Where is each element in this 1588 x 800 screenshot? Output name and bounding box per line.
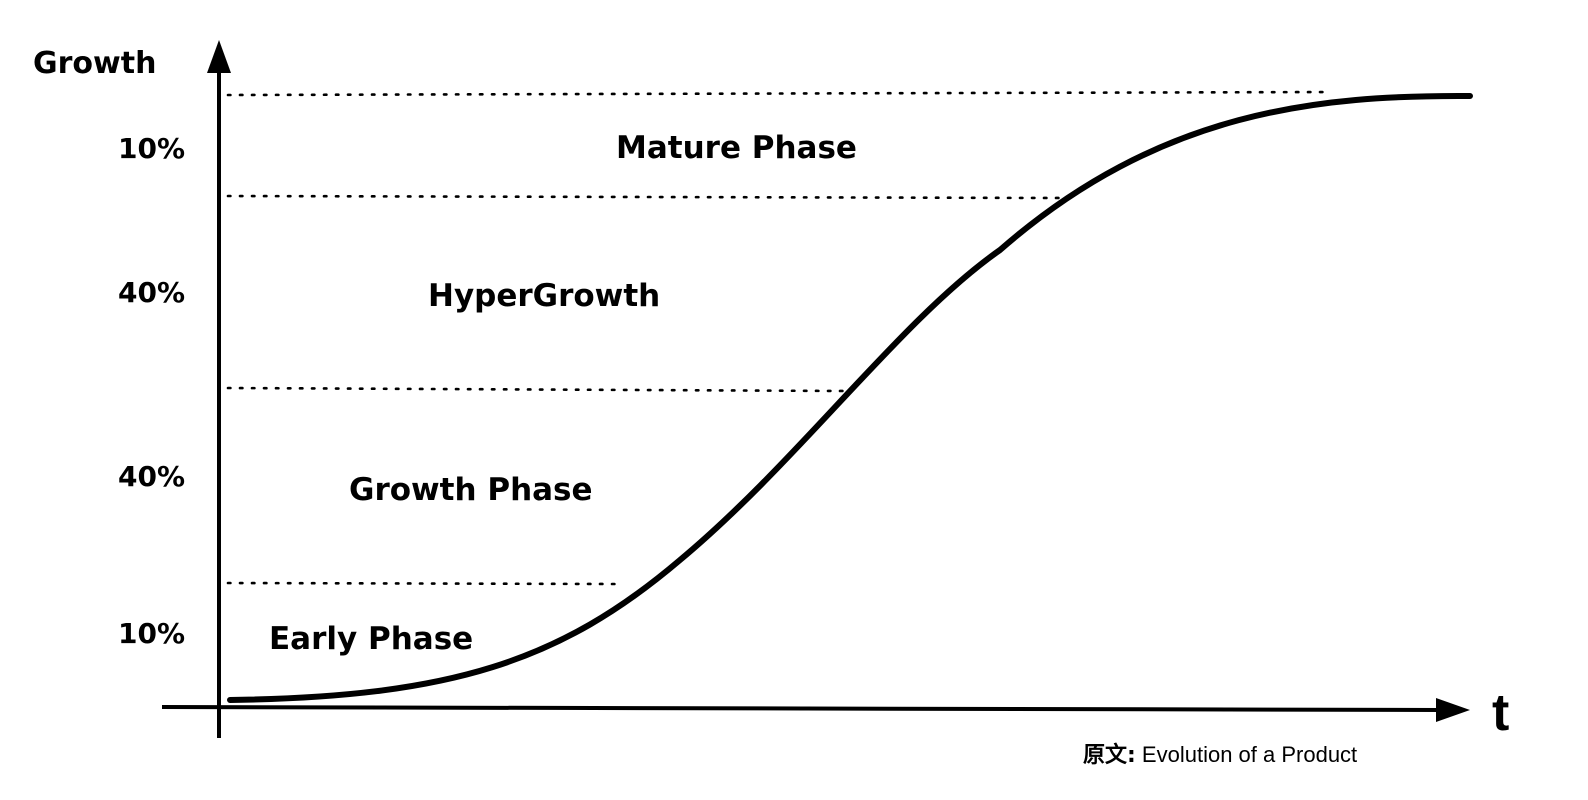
percent-label-early: 10% — [118, 617, 185, 650]
x-axis-label: t — [1492, 684, 1509, 742]
source-text: Evolution of a Product — [1136, 742, 1357, 767]
source-caption: 原文: Evolution of a Product — [1083, 742, 1357, 768]
y-axis-label: Growth — [33, 46, 156, 81]
boundary-line-growth-early — [226, 581, 617, 586]
percent-label-mature: 10% — [118, 132, 185, 165]
source-prefix: 原文: — [1083, 742, 1136, 768]
phase-label-hypergrowth: HyperGrowth — [428, 278, 660, 314]
percent-label-hypergrowth: 40% — [118, 276, 185, 309]
y-axis-arrowhead — [207, 40, 231, 73]
x-axis — [161, 705, 1441, 712]
phase-label-early: Early Phase — [269, 621, 473, 657]
x-axis-arrowhead — [1436, 698, 1470, 722]
percent-label-growth: 40% — [118, 460, 185, 493]
phase-label-growth: Growth Phase — [349, 472, 593, 508]
phase-label-mature: Mature Phase — [616, 130, 857, 166]
boundary-line-top — [226, 90, 1332, 97]
s-curve — [227, 92, 1473, 703]
boundary-line-hypergrowth-growth — [226, 386, 848, 393]
boundary-line-mature-hypergrowth — [226, 194, 1067, 200]
